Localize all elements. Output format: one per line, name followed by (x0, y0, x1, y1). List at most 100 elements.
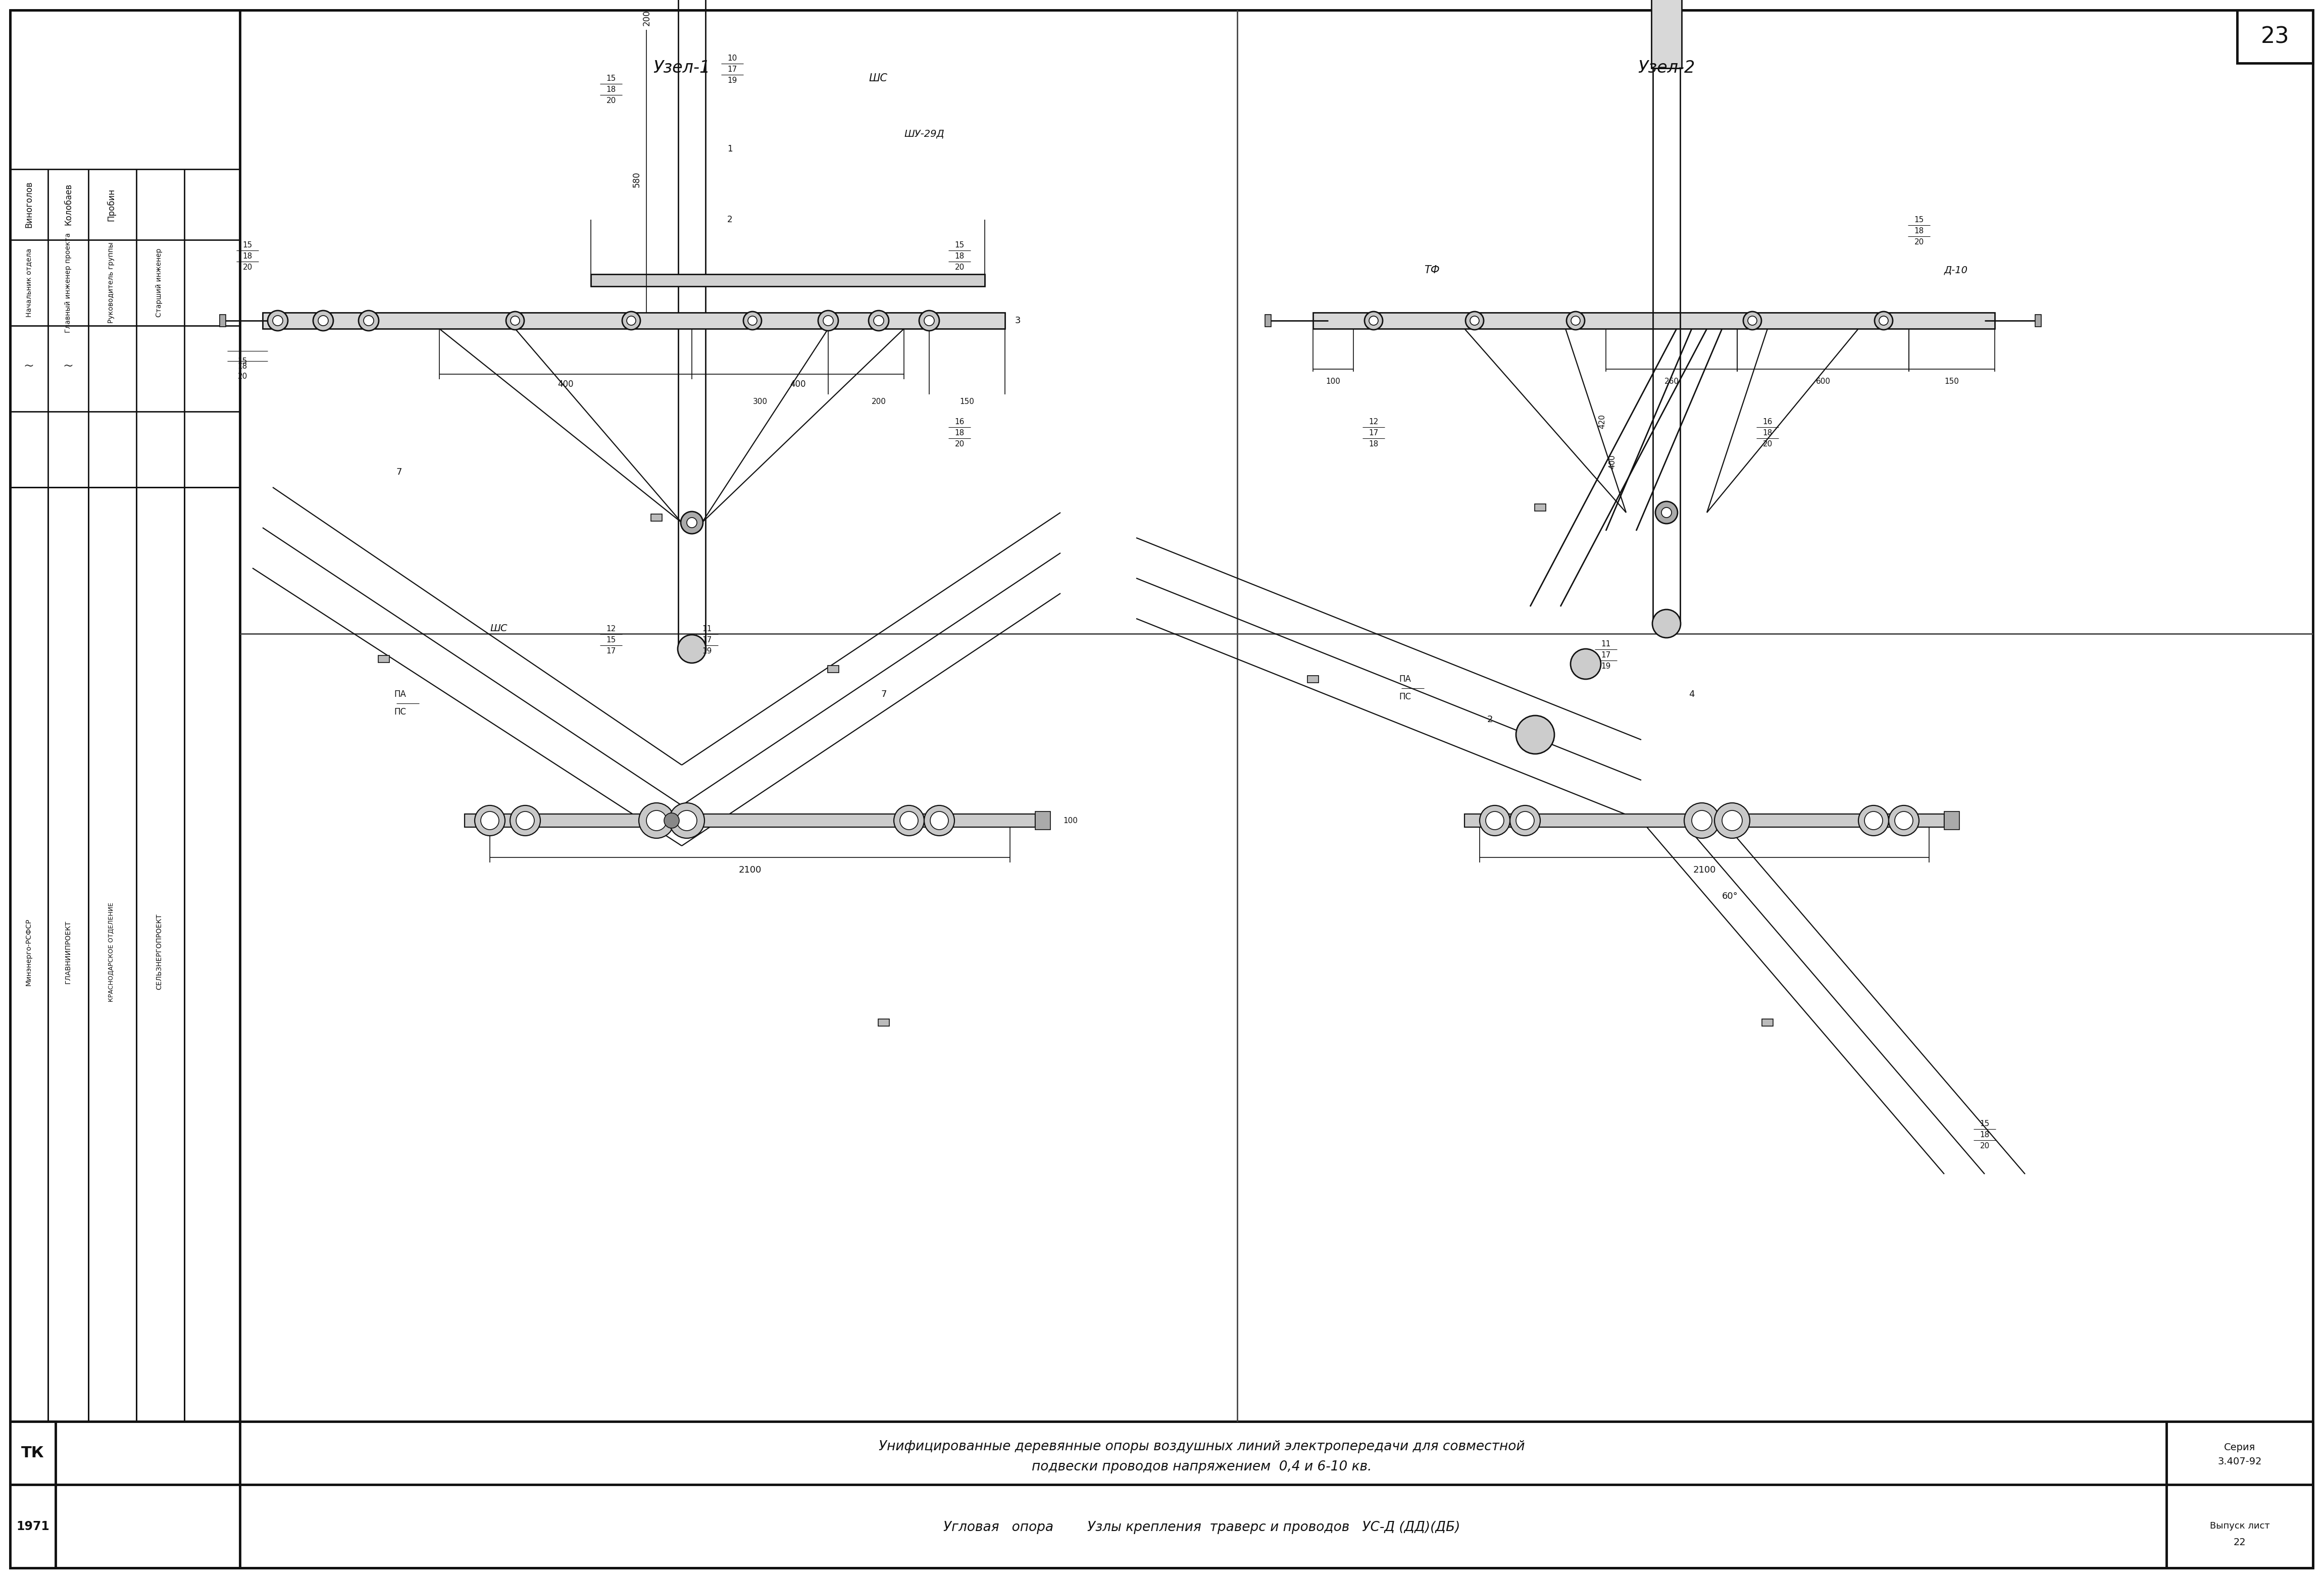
Text: 2: 2 (1487, 715, 1492, 724)
Circle shape (1566, 311, 1585, 330)
Text: 19: 19 (727, 76, 737, 84)
Text: Колобаев: Колобаев (63, 183, 72, 226)
Bar (878, 1019, 890, 1026)
Circle shape (1880, 316, 1887, 325)
Text: 11: 11 (1601, 641, 1611, 647)
Text: Серия: Серия (2224, 1442, 2254, 1452)
Text: 18: 18 (955, 429, 964, 437)
Circle shape (363, 316, 374, 325)
Text: 18: 18 (607, 85, 616, 93)
Text: 15: 15 (1980, 1120, 1989, 1127)
Text: подвески проводов напряжением  0,4 и 6-10 кв.: подвески проводов напряжением 0,4 и 6-10… (1032, 1460, 1371, 1474)
Text: Пробин: Пробин (107, 188, 116, 221)
Text: 17: 17 (607, 647, 616, 655)
Circle shape (314, 311, 332, 331)
Text: 20: 20 (1980, 1142, 1989, 1149)
Circle shape (1511, 805, 1541, 836)
Text: 12: 12 (1369, 418, 1378, 426)
Bar (1308, 675, 1318, 683)
Text: 260: 260 (1664, 379, 1678, 385)
Circle shape (665, 813, 679, 828)
Text: 15: 15 (1915, 216, 1924, 224)
Text: 150: 150 (960, 398, 974, 406)
Circle shape (1722, 811, 1743, 830)
Circle shape (823, 316, 834, 325)
Text: 150: 150 (1945, 379, 1959, 385)
Circle shape (1875, 311, 1892, 330)
Text: ШС: ШС (490, 623, 507, 633)
Text: 15: 15 (237, 357, 246, 365)
Text: 200: 200 (641, 9, 651, 25)
Text: 4: 4 (1690, 690, 1694, 699)
Circle shape (1662, 508, 1671, 518)
Bar (379, 655, 390, 663)
Circle shape (818, 311, 839, 331)
Text: Минэнерго-РСФСР: Минэнерго-РСФСР (26, 918, 33, 986)
Text: 18: 18 (955, 252, 964, 260)
Text: 2: 2 (727, 215, 732, 224)
Bar (221, 314, 225, 327)
Text: 15: 15 (607, 74, 616, 82)
Circle shape (874, 316, 883, 325)
Text: Главный инженер проекта: Главный инженер проекта (65, 232, 72, 333)
Bar (1762, 1019, 1773, 1026)
Text: 20: 20 (242, 264, 253, 271)
Text: 16: 16 (1762, 418, 1773, 426)
Text: 3.407-92: 3.407-92 (2217, 1456, 2261, 1466)
Text: 18: 18 (1980, 1131, 1989, 1138)
Text: 22: 22 (2233, 1539, 2245, 1548)
Text: 400: 400 (790, 380, 806, 388)
Text: 17: 17 (702, 636, 711, 644)
Text: Руководитель группы: Руководитель группы (107, 241, 114, 323)
Text: 1: 1 (727, 145, 732, 153)
Circle shape (895, 805, 925, 836)
Text: СЕЛЬЗНЕРГОПРОЕКТ: СЕЛЬЗНЕРГОПРОЕКТ (156, 914, 163, 989)
Text: 2100: 2100 (739, 865, 762, 874)
Circle shape (899, 811, 918, 830)
Circle shape (679, 634, 706, 663)
Text: 580: 580 (632, 172, 641, 188)
Text: ~: ~ (63, 360, 74, 372)
Circle shape (681, 511, 702, 533)
Text: 17: 17 (1369, 429, 1378, 437)
Circle shape (676, 811, 697, 830)
Text: ГЛАВНИИПРОЕКТ: ГЛАВНИИПРОЕКТ (65, 920, 72, 983)
Bar (465, 814, 1034, 827)
Text: 400: 400 (1608, 454, 1615, 469)
Circle shape (318, 316, 328, 325)
Text: Виноголов: Виноголов (23, 181, 33, 227)
Text: 300: 300 (753, 398, 767, 406)
Text: 20: 20 (1915, 238, 1924, 246)
Circle shape (639, 803, 674, 838)
Text: 600: 600 (1815, 379, 1831, 385)
Circle shape (1480, 805, 1511, 836)
Circle shape (1655, 502, 1678, 524)
Text: 400: 400 (558, 380, 574, 388)
Circle shape (1685, 803, 1720, 838)
Text: 23: 23 (2261, 25, 2289, 47)
Text: 18: 18 (242, 252, 253, 260)
Circle shape (1743, 311, 1762, 330)
Text: 12: 12 (607, 625, 616, 633)
Text: ПС: ПС (393, 707, 407, 716)
Text: 15: 15 (607, 636, 616, 644)
Circle shape (481, 811, 500, 830)
Text: КРАСНОДАРСКОЕ ОТДЕЛЕНИЕ: КРАСНОДАРСКОЕ ОТДЕЛЕНИЕ (107, 903, 114, 1002)
Circle shape (474, 805, 504, 836)
Circle shape (1748, 316, 1757, 325)
Bar (1464, 814, 1945, 827)
Bar (2238, 9, 2312, 63)
Circle shape (1692, 811, 1713, 830)
Text: Начальник отдела: Начальник отдела (26, 248, 33, 317)
Circle shape (267, 311, 288, 331)
Circle shape (925, 316, 934, 325)
Text: 1971: 1971 (16, 1521, 49, 1532)
Text: 7: 7 (395, 467, 402, 477)
Circle shape (1364, 311, 1383, 330)
Circle shape (1859, 805, 1889, 836)
Text: 15: 15 (242, 241, 253, 249)
Text: ШУ-29Д: ШУ-29Д (904, 129, 944, 139)
Text: 18: 18 (1369, 440, 1378, 448)
Text: 16: 16 (955, 418, 964, 426)
Circle shape (509, 805, 541, 836)
